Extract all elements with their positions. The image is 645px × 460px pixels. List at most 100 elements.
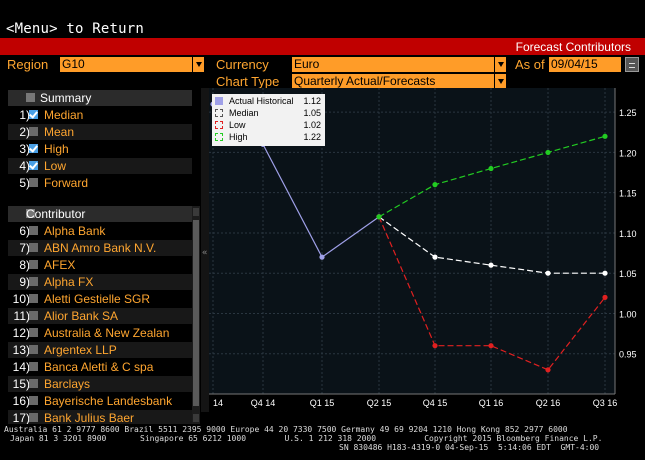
data-point-high (432, 182, 438, 188)
data-point-median (488, 262, 494, 268)
as-of-date-field[interactable]: 09/04/15 (549, 57, 621, 72)
contributor-item[interactable]: 10) Aletti Gestielle SGR (8, 291, 192, 307)
item-label: Bayerische Landesbank (44, 394, 173, 408)
legend-name: Actual Historical (229, 96, 294, 106)
item-checkbox[interactable] (29, 413, 38, 422)
contributor-item[interactable]: 13) Argentex LLP (8, 342, 192, 358)
menu-return-hint[interactable]: <Menu> to Return (6, 21, 145, 37)
contributor-item[interactable]: 16) Bayerische Landesbank (8, 393, 192, 409)
summary-item[interactable]: 3) High (8, 141, 192, 157)
item-label: Mean (44, 125, 75, 139)
item-label: Forward (44, 176, 89, 190)
item-number: 4) (19, 159, 30, 173)
data-point-median (432, 254, 438, 260)
forecast-chart: 0.95 1.00 1.05 1.10 1.15 1.20 1.25 14 Q4 14 Q1 15… (209, 88, 637, 408)
chart-type-dropdown-icon[interactable] (494, 74, 506, 89)
item-checkbox[interactable] (29, 243, 38, 252)
item-checkbox[interactable] (29, 362, 38, 371)
item-number: 16) (12, 394, 30, 408)
item-checkbox[interactable] (29, 161, 38, 170)
contributor-header[interactable]: Contributor (8, 206, 192, 222)
item-label: Banca Aletti & C spa (44, 360, 154, 374)
item-number: 17) (12, 411, 30, 425)
item-checkbox[interactable] (29, 226, 38, 235)
legend-entry: High 1.22 (215, 132, 323, 143)
contributor-title: Contributor (26, 207, 86, 221)
item-number: 2) (19, 125, 30, 139)
item-label: Bank Julius Baer (44, 411, 135, 425)
scroll-up-arrow[interactable] (193, 208, 199, 216)
currency-select[interactable]: Euro (292, 57, 494, 72)
item-number: 7) (19, 241, 30, 255)
contributor-toggle-checkbox[interactable] (26, 209, 35, 218)
panel-splitter[interactable]: « (201, 88, 209, 412)
summary-toggle-checkbox[interactable] (26, 93, 35, 102)
legend-swatch (215, 133, 223, 141)
contributor-item[interactable]: 15) Barclays (8, 376, 192, 392)
calendar-icon[interactable] (625, 57, 639, 72)
y-tick-label: 1.00 (619, 309, 637, 319)
item-number: 11) (13, 309, 30, 323)
scroll-down-arrow[interactable] (193, 414, 199, 422)
summary-item[interactable]: 2) Mean (8, 124, 192, 140)
item-checkbox[interactable] (29, 144, 38, 153)
contributor-item[interactable]: 6) Alpha Bank (8, 223, 192, 239)
top-command-bar: <Menu> to Return (0, 0, 645, 38)
item-checkbox[interactable] (29, 345, 38, 354)
item-label: ABN Amro Bank N.V. (44, 241, 157, 255)
title-banner: Forecast Contributors (0, 38, 645, 55)
controls-row-2: Chart Type Quarterly Actual/Forecasts (0, 73, 645, 90)
contributor-item[interactable]: 17) Bank Julius Baer (8, 410, 192, 426)
currency-dropdown-icon[interactable] (494, 57, 506, 72)
data-point-actual-historical (319, 254, 325, 260)
contributor-item[interactable]: 7) ABN Amro Bank N.V. (8, 240, 192, 256)
chart-legend: Actual Historical 1.12 Median 1.05 Low 1.02 Hi… (212, 94, 325, 146)
item-label: Argentex LLP (44, 343, 117, 357)
x-tick-label: Q2 16 (536, 398, 561, 408)
item-label: AFEX (44, 258, 76, 272)
item-checkbox[interactable] (29, 127, 38, 136)
region-dropdown-icon[interactable] (192, 57, 204, 72)
legend-value: 1.05 (303, 108, 321, 118)
x-tick-label: Q4 14 (251, 398, 276, 408)
region-label: Region (7, 57, 49, 72)
as-of-label: As of (515, 57, 545, 72)
y-tick-label: 0.95 (619, 350, 637, 360)
item-checkbox[interactable] (29, 277, 38, 286)
item-label: Low (44, 159, 67, 173)
x-tick-label: Q1 15 (310, 398, 335, 408)
contributor-item[interactable]: 14) Banca Aletti & C spa (8, 359, 192, 375)
contributor-scrollbar[interactable] (192, 206, 200, 424)
item-checkbox[interactable] (29, 110, 38, 119)
item-checkbox[interactable] (29, 396, 38, 405)
contributor-item[interactable]: 9) Alpha FX (8, 274, 192, 290)
item-checkbox[interactable] (29, 328, 38, 337)
collapse-arrows-icon[interactable]: « (202, 248, 208, 258)
data-point-low (488, 343, 494, 349)
legend-swatch (215, 97, 223, 105)
summary-item[interactable]: 1) Median (8, 107, 192, 123)
item-number: 5) (19, 176, 30, 190)
region-select[interactable]: G10 (60, 57, 192, 72)
summary-header[interactable]: Summary (8, 90, 192, 106)
y-tick-label: 1.15 (619, 189, 637, 199)
item-checkbox[interactable] (29, 260, 38, 269)
item-number: 8) (19, 258, 30, 272)
summary-item[interactable]: 5) Forward (8, 175, 192, 191)
item-checkbox[interactable] (29, 311, 38, 320)
scroll-thumb[interactable] (193, 220, 199, 406)
legend-entry: Low 1.02 (215, 120, 323, 131)
item-checkbox[interactable] (29, 294, 38, 303)
contributor-item[interactable]: 8) AFEX (8, 257, 192, 273)
item-checkbox[interactable] (29, 178, 38, 187)
contributor-item[interactable]: 11) Alior Bank SA (8, 308, 192, 324)
y-tick-label: 1.10 (619, 229, 637, 239)
x-tick-label: 14 (213, 398, 223, 408)
footer-line-1: Australia 61 2 9777 8600 Brazil 5511 239… (4, 425, 568, 434)
contributor-item[interactable]: 12) Australia & New Zealan (8, 325, 192, 341)
item-checkbox[interactable] (29, 379, 38, 388)
summary-item[interactable]: 4) Low (8, 158, 192, 174)
item-label: Alior Bank SA (44, 309, 119, 323)
data-point-high (488, 165, 494, 172)
chart-type-select[interactable]: Quarterly Actual/Forecasts (292, 74, 494, 89)
